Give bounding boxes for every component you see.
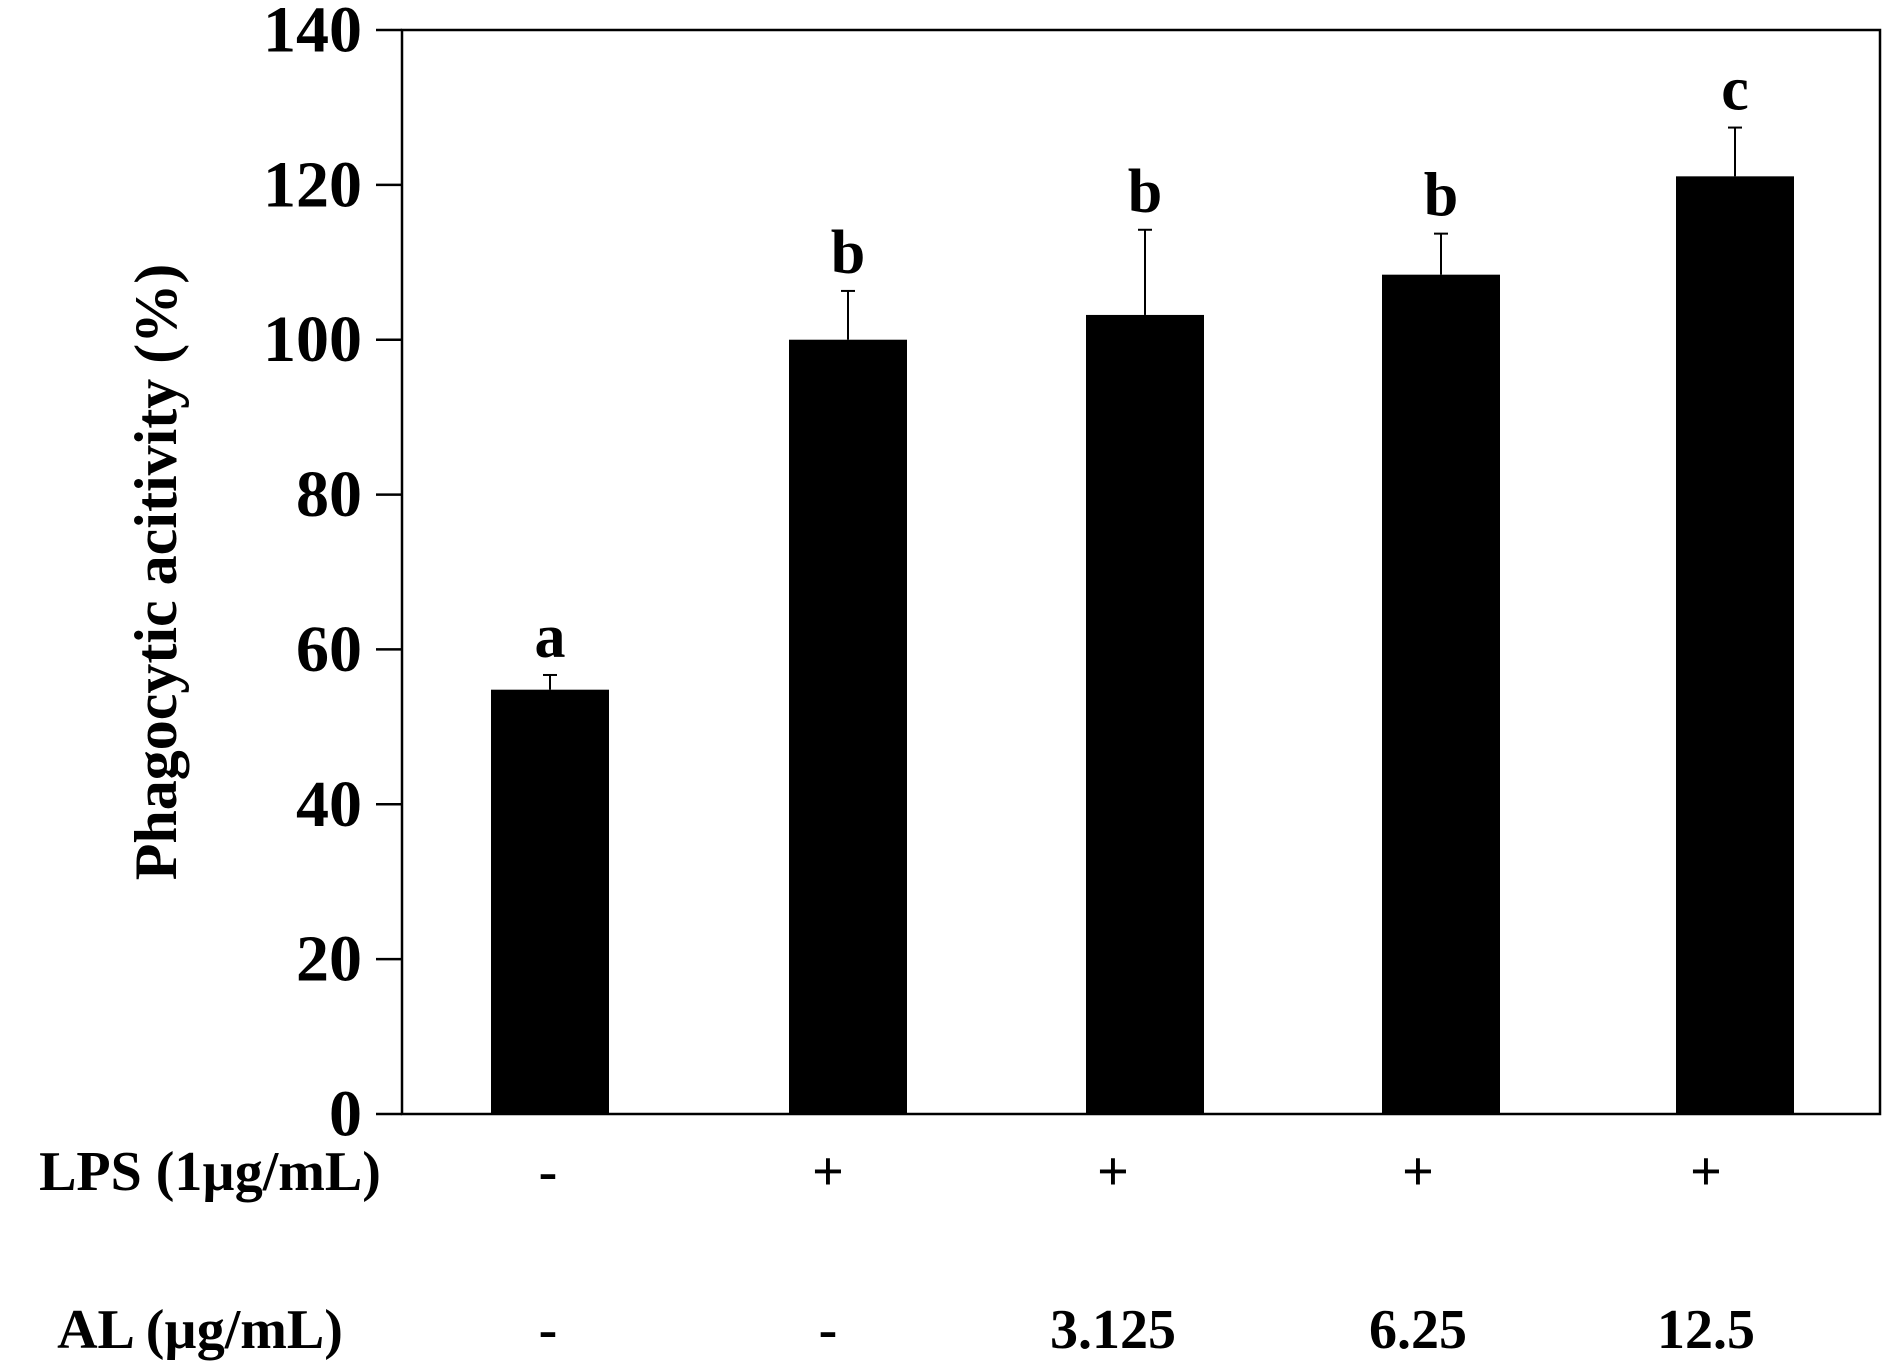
y-tick-label: 80	[296, 458, 362, 531]
significance-letter: c	[1721, 56, 1749, 124]
treatment-cell: -	[539, 1299, 558, 1361]
y-axis-label: Phagocytic acitivity (%)	[123, 264, 189, 881]
treatment-cell: 6.25	[1369, 1299, 1467, 1361]
significance-letter: b	[831, 219, 865, 287]
treatment-cell: +	[1690, 1141, 1722, 1203]
treatment-row-label: AL (µg/mL)	[57, 1299, 343, 1361]
bar	[789, 339, 907, 1114]
treatment-rows: LPS (1µg/mL) - + + + + AL (µg/mL) - - 3.125 6.25 12…	[39, 1141, 1755, 1361]
treatment-cell: +	[812, 1141, 844, 1203]
significance-letter: b	[1128, 158, 1162, 226]
bars: a b b b c	[491, 56, 1794, 1115]
treatment-cell: +	[1402, 1141, 1434, 1203]
y-tick-label: 120	[263, 148, 362, 221]
y-tick-label: 60	[296, 613, 362, 686]
y-tick-label: 20	[296, 923, 362, 996]
y-tick-label: 100	[263, 303, 362, 376]
treatment-cell: 12.5	[1657, 1299, 1755, 1361]
y-tick-label: 140	[263, 0, 362, 67]
bar	[1676, 176, 1794, 1115]
bar	[1086, 314, 1204, 1114]
y-axis-ticks: 0 20 40 60 80 100 120 140	[263, 0, 402, 1151]
treatment-cell: -	[539, 1141, 558, 1203]
y-tick-label: 0	[329, 1078, 362, 1151]
significance-letter: a	[535, 603, 566, 671]
treatment-cell: -	[819, 1299, 838, 1361]
treatment-cell: +	[1097, 1141, 1129, 1203]
treatment-cell: 3.125	[1050, 1299, 1176, 1361]
significance-letter: b	[1424, 162, 1458, 230]
y-tick-label: 40	[296, 768, 362, 841]
treatment-row-label: LPS (1µg/mL)	[39, 1141, 381, 1203]
bar	[491, 689, 609, 1114]
bar	[1382, 274, 1500, 1114]
